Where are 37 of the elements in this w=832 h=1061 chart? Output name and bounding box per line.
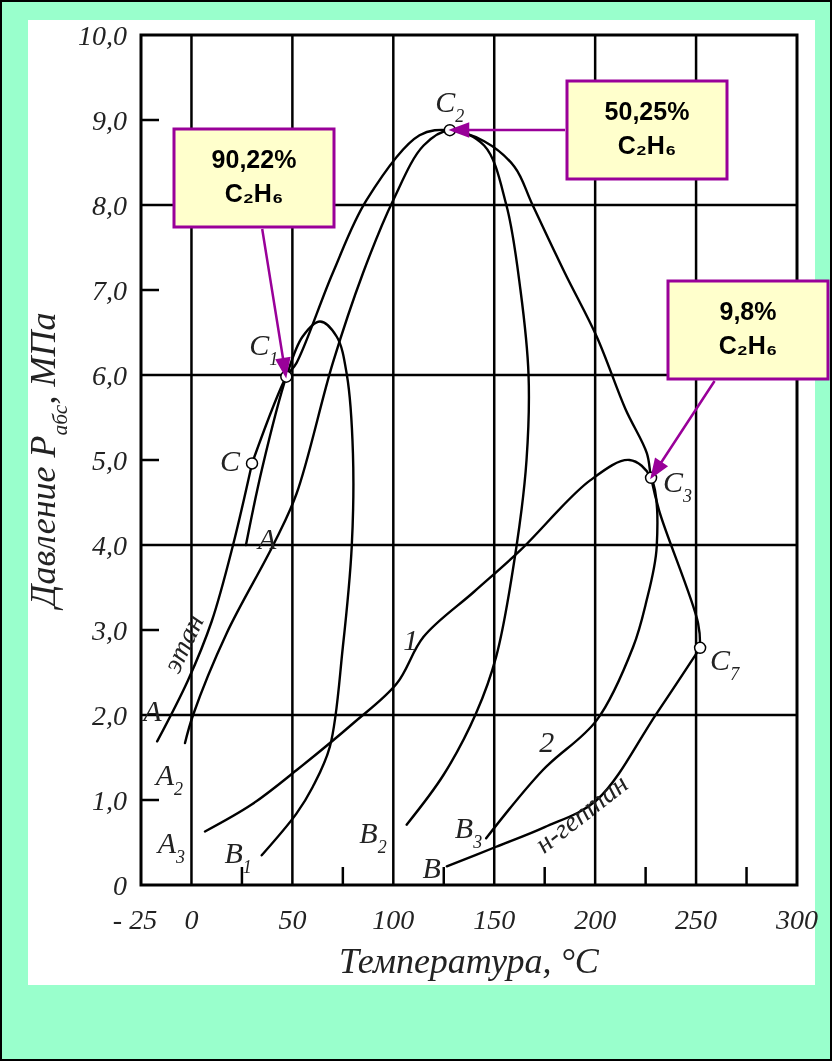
x-tick-label: - 25 (112, 904, 158, 935)
annotation: C$_{7}$ (710, 642, 741, 684)
x-tick-label: 150 (473, 904, 516, 935)
annotation: этан (156, 609, 210, 678)
annotation: 90,22% C₂H₆ (211, 145, 297, 207)
annotation: C (220, 444, 241, 478)
annotation: C$_{1}$ (249, 327, 279, 369)
annotation: C$_{3}$ (663, 464, 693, 506)
y-tick-label: 10,0 (78, 19, 127, 51)
y-tick-label: 8,0 (92, 189, 127, 221)
annotation: B$_{2}$ (359, 815, 387, 857)
y-tick-label: 5,0 (92, 444, 127, 476)
y-tick-label: 4,0 (92, 529, 127, 561)
annotation: B$_{3}$ (454, 811, 483, 853)
annotation: B (422, 851, 441, 885)
y-tick-label: 6,0 (92, 359, 127, 391)
annotation: A$_{2}$ (153, 758, 183, 800)
x-tick-label: 0 (184, 904, 199, 935)
y-tick-label: 7,0 (92, 274, 127, 306)
y-tick-label: 1,0 (92, 784, 127, 816)
x-tick-label: 50 (278, 904, 307, 935)
annotation: B$_{1}$ (224, 836, 252, 878)
annotation: C$_{2}$ (435, 85, 465, 127)
x-tick-label: 250 (675, 904, 718, 935)
annotation: 50,25% C₂H₆ (604, 97, 690, 159)
annotation: 9,8% C₂H₆ (718, 297, 778, 359)
x-tick-label: 200 (574, 904, 617, 935)
x-tick-label: 100 (372, 904, 415, 935)
y-tick-label: 2,0 (92, 699, 127, 731)
annotation: A$_{3}$ (155, 826, 185, 868)
annotation: 1 (403, 622, 419, 656)
x-axis-title: Температура, °C (339, 941, 600, 981)
y-tick-label: 3,0 (91, 614, 127, 646)
annotation: 2 (539, 725, 555, 759)
y-tick-label: 0 (113, 869, 127, 901)
x-tick-label: 300 (775, 904, 818, 935)
y-tick-label: 9,0 (92, 104, 127, 136)
